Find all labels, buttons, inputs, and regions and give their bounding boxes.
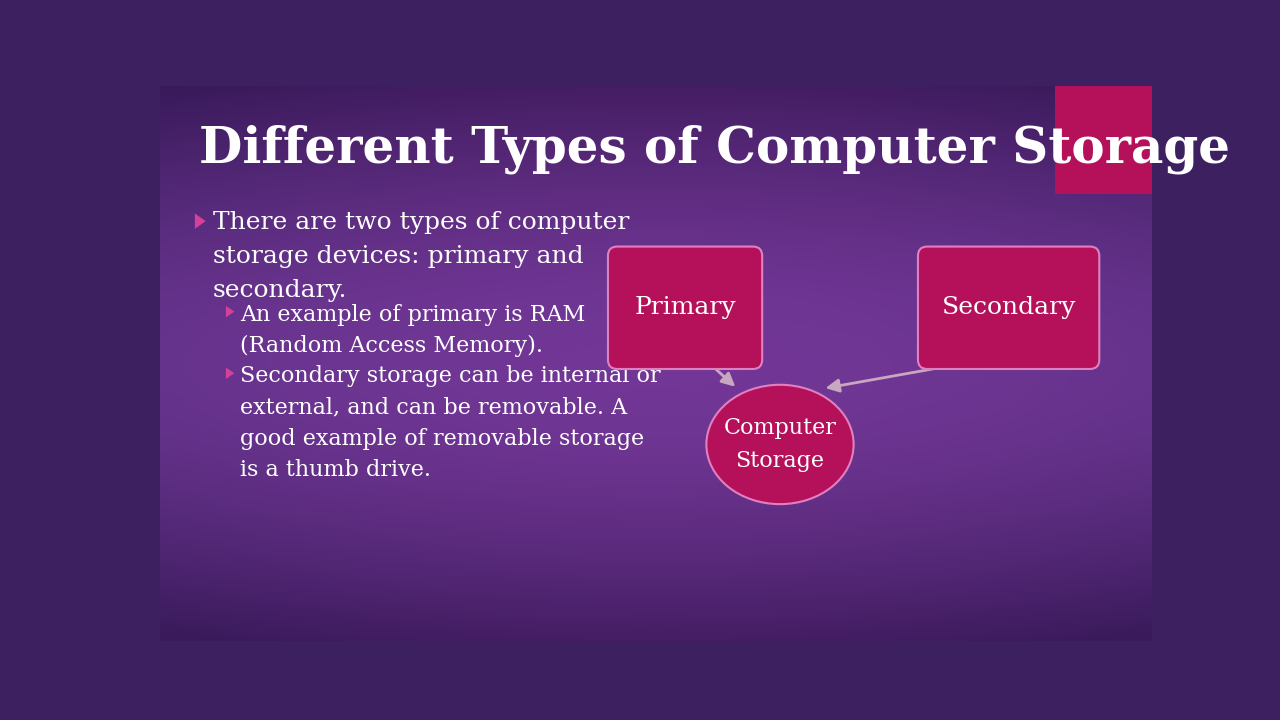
Text: An example of primary is RAM
(Random Access Memory).: An example of primary is RAM (Random Acc…: [239, 304, 585, 357]
Text: Different Types of Computer Storage: Different Types of Computer Storage: [198, 125, 1230, 174]
FancyBboxPatch shape: [918, 246, 1100, 369]
FancyArrowPatch shape: [828, 360, 982, 391]
Polygon shape: [225, 367, 234, 379]
Text: Computer
Storage: Computer Storage: [723, 418, 836, 472]
Text: Secondary: Secondary: [941, 296, 1075, 319]
Ellipse shape: [707, 384, 854, 504]
Text: There are two types of computer
storage devices: primary and
secondary.: There are two types of computer storage …: [212, 211, 628, 302]
FancyBboxPatch shape: [608, 246, 762, 369]
Text: Secondary storage can be internal or
external, and can be removable. A
good exam: Secondary storage can be internal or ext…: [239, 365, 660, 481]
Bar: [1055, 83, 1156, 194]
Polygon shape: [225, 306, 234, 318]
Polygon shape: [195, 213, 206, 229]
Text: Primary: Primary: [635, 296, 736, 319]
FancyArrowPatch shape: [708, 361, 733, 384]
